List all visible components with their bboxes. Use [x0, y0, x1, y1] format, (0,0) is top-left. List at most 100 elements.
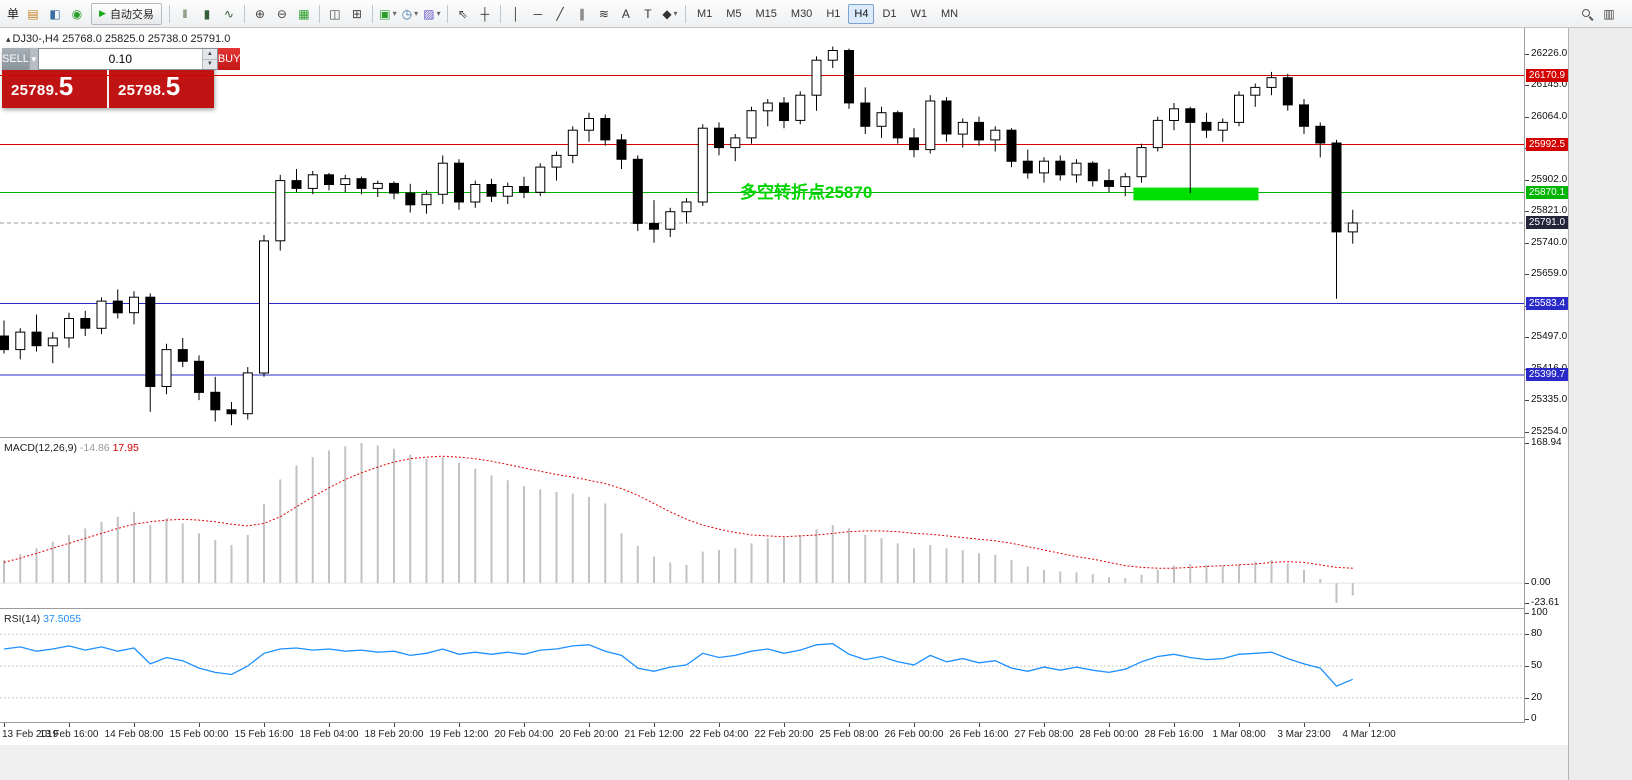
buy-price-button[interactable]: 25798. 5 — [109, 70, 214, 108]
sounds-icon[interactable]: ◉ — [71, 6, 83, 21]
rsi-canvas[interactable] — [0, 609, 1524, 722]
toolbar-separator — [318, 4, 320, 23]
candlestick-chart-icon[interactable]: ▮ — [203, 6, 211, 21]
crosshair-icon[interactable]: ┼ — [480, 6, 490, 21]
macd-histogram — [3, 443, 1354, 603]
timeframe-d1[interactable]: D1 — [882, 7, 897, 20]
chevron-down-icon: ▾ — [414, 9, 419, 18]
macd-canvas[interactable] — [0, 438, 1524, 608]
buy-button[interactable]: BUY — [217, 48, 241, 70]
panel-separator[interactable] — [0, 608, 1568, 609]
bar-chart-icon[interactable]: ‖ — [182, 6, 188, 21]
time-tick — [1304, 723, 1305, 727]
time-tick — [69, 723, 70, 727]
timeframe-mn[interactable]: MN — [941, 7, 959, 20]
volume-step-down-button[interactable]: ▼ — [202, 59, 217, 69]
macd-signal-value: 17.95 — [112, 442, 139, 454]
timeframe-m1[interactable]: M1 — [696, 7, 713, 20]
cursor-icon[interactable]: ⇖ — [457, 6, 468, 21]
ohlc-close: 25791.0 — [190, 33, 231, 45]
time-axis-label: 15 Feb 00:00 — [169, 729, 229, 740]
volume-step-up-button[interactable]: ▲ — [202, 49, 217, 60]
collapse-triangle-icon: ▴ — [6, 34, 11, 44]
new-order-icon[interactable]: ▤ — [27, 6, 39, 21]
channel-icon[interactable]: ∥ — [578, 6, 585, 21]
price-scale-label: 25254.0 — [1531, 426, 1568, 437]
chevron-down-icon: ▼ — [29, 54, 38, 64]
macd-name: MACD(12,26,9) — [4, 442, 77, 454]
zoom-in-icon[interactable]: ⊕ — [254, 6, 265, 21]
text-icon[interactable]: A — [621, 6, 630, 21]
axis-tick — [1525, 243, 1529, 244]
shapes-icon[interactable]: ◆ ▾ — [662, 6, 678, 21]
trendline-icon[interactable]: ╱ — [556, 6, 564, 21]
time-axis-label: 20 Feb 20:00 — [559, 729, 619, 740]
buy-price: 25798. — [118, 82, 166, 99]
main-chart-canvas[interactable]: 多空转折点25870 — [0, 28, 1524, 437]
sell-dropdown-button[interactable]: ▼ — [28, 48, 38, 70]
pivot-annotation-text[interactable]: 多空转折点25870 — [740, 182, 872, 202]
sell-price: 25789. — [11, 82, 59, 99]
new-chart-icon[interactable]: ▣ ▾ — [379, 6, 397, 21]
time-axis-label: 18 Feb 04:00 — [299, 729, 359, 740]
horizontal-line-icon[interactable]: ─ — [533, 6, 543, 21]
macd-label: MACD(12,26,9) -14.86 17.95 — [4, 442, 139, 454]
timeframe-w1[interactable]: W1 — [910, 7, 928, 20]
one-click-trading-panel: SELL ▼ ▲ ▼ BUY 25789.5 25798.5 — [2, 48, 241, 108]
time-tick — [914, 723, 915, 727]
current-price-label: 25791.0 — [1526, 216, 1568, 229]
timeframe-m5[interactable]: M5 — [726, 7, 742, 20]
toolbar-separator — [243, 4, 245, 23]
price-scale-label: 25902.0 — [1531, 174, 1568, 185]
time-tick — [979, 723, 980, 727]
rsi-scale-label: 20 — [1531, 692, 1543, 703]
template-icon[interactable]: ▨ ▾ — [423, 6, 441, 21]
hline-price-label: 25399.7 — [1526, 368, 1568, 381]
line-chart-icon[interactable]: ∿ — [223, 6, 234, 21]
sell-price-button[interactable]: 25789. 5 — [2, 70, 107, 108]
zoom-out-icon[interactable]: ⊖ — [276, 6, 287, 21]
toolbar-items: 单 ▤ ◧ ◉ ▶ 自动交易 ‖ ▮ ∿ ⊕ ⊖ ▦ ◫ ⊞ ▣ ▾ ◷ ▾ ▨ ▾ ⇖ ┼ │ ─ ╱ ∥ ≋ A T ◆ ▾ M1 M5 M1… — [4, 2, 965, 25]
time-tick — [329, 723, 330, 727]
chevron-down-icon: ▾ — [436, 9, 441, 18]
axis-tick — [1525, 117, 1529, 118]
price-axis[interactable]: 26226.026145.026064.025983.025902.025821… — [1524, 28, 1568, 745]
cascade-windows-icon[interactable]: ⊞ — [351, 6, 362, 21]
rsi-scale-label: 0 — [1531, 713, 1537, 724]
axis-tick — [1525, 337, 1529, 338]
time-tick — [1239, 723, 1240, 727]
timeframe-m15[interactable]: M15 — [755, 7, 777, 20]
time-axis-label: 25 Feb 08:00 — [819, 729, 879, 740]
time-tick — [524, 723, 525, 727]
timeframe-m30[interactable]: M30 — [790, 7, 813, 20]
search-icon[interactable] — [1577, 4, 1597, 24]
price-scale-label: 25659.0 — [1531, 268, 1568, 279]
volume-input[interactable] — [38, 49, 202, 69]
fibonacci-icon[interactable]: ≋ — [598, 6, 609, 21]
sell-button[interactable]: SELL — [2, 48, 29, 70]
time-tick — [459, 723, 460, 727]
candles — [0, 46, 1358, 426]
time-tick — [199, 723, 200, 727]
market-watch-icon[interactable]: ◧ — [49, 6, 61, 21]
chart-window[interactable]: ▴ DJ30-,H4 25768.0 25825.0 25738.0 25791.… — [0, 28, 1568, 745]
time-axis-label: 22 Feb 20:00 — [754, 729, 814, 740]
panel-separator[interactable] — [0, 437, 1568, 438]
axis-tick — [1525, 634, 1529, 635]
ohlc-low: 25738.0 — [147, 33, 188, 45]
time-axis-label: 14 Feb 08:00 — [104, 729, 164, 740]
time-tick — [1109, 723, 1110, 727]
time-axis[interactable]: 13 Feb 2019 13 Feb 16:00 14 Feb 08:00 15 Fe… — [0, 723, 1568, 745]
timeframe-h4[interactable]: H4 — [848, 3, 875, 24]
timeframe-h1[interactable]: H1 — [826, 7, 841, 20]
label-icon[interactable]: T — [644, 6, 652, 21]
period-icon[interactable]: ◷ ▾ — [401, 6, 419, 21]
time-tick — [394, 723, 395, 727]
new-window-icon[interactable]: ▥ — [1603, 6, 1615, 21]
grid-icon[interactable]: ▦ — [298, 6, 310, 21]
pivot-rectangle[interactable] — [1133, 187, 1259, 201]
vertical-line-icon[interactable]: │ — [512, 6, 520, 21]
autotrading-button[interactable]: ▶ 自动交易 — [91, 2, 162, 25]
tile-windows-icon[interactable]: ◫ — [329, 6, 341, 21]
chart-title: ▴ DJ30-,H4 25768.0 25825.0 25738.0 25791.… — [6, 33, 230, 45]
